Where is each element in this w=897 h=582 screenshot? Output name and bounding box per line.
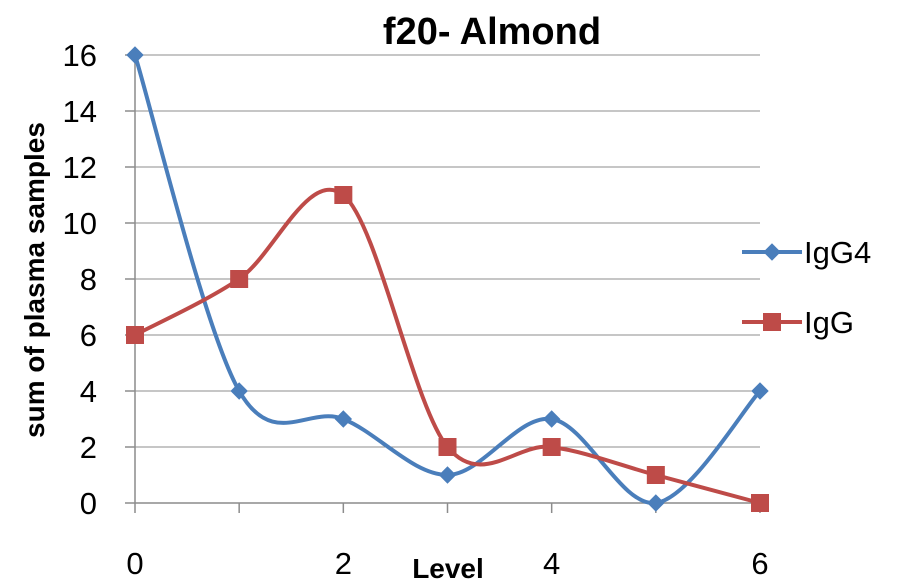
chart-title: f20- Almond: [383, 11, 601, 53]
legend-entry-igg: IgG: [742, 305, 854, 340]
data-point-igg4-6: [751, 382, 769, 400]
data-point-igg-6: [751, 494, 769, 512]
y-tick-label-6: 6: [80, 318, 97, 353]
y-tick-label-2: 2: [80, 430, 97, 465]
legend-marker-igg: [763, 313, 781, 331]
data-point-igg-4: [542, 438, 561, 456]
data-point-igg4-0: [126, 46, 144, 64]
y-tick-label-16: 16: [63, 38, 97, 73]
series-igg: [126, 186, 769, 512]
data-point-igg-1: [230, 270, 249, 288]
x-tick-label-0: 0: [126, 546, 143, 581]
y-tick-label-14: 14: [63, 94, 97, 129]
y-tick-label-12: 12: [63, 150, 97, 185]
tick-labels: 0 2 4 6 8 10 12 14 16 0 2 4 6: [63, 38, 769, 581]
data-point-igg-0: [126, 326, 144, 344]
legend-marker-igg4: [763, 243, 781, 261]
series-igg4: [126, 46, 769, 512]
data-point-igg4-1: [230, 382, 248, 400]
data-point-igg4-4: [542, 410, 561, 428]
y-tick-label-4: 4: [80, 374, 97, 409]
x-tick-label-4: 4: [543, 546, 560, 581]
gridlines: [135, 54, 760, 448]
x-axis-label: Level: [412, 553, 484, 582]
legend: IgG4 IgG: [742, 235, 871, 340]
x-tick-label-2: 2: [335, 546, 352, 581]
y-axis-label: sum of plasma samples: [19, 122, 50, 438]
data-point-igg4-2: [334, 410, 353, 428]
y-tick-label-0: 0: [80, 486, 97, 521]
data-point-igg4-3: [438, 466, 457, 484]
data-point-igg-5: [646, 466, 665, 484]
x-tick-label-6: 6: [751, 546, 768, 581]
series: [126, 46, 769, 512]
legend-label-igg: IgG: [804, 305, 854, 340]
data-point-igg-2: [334, 186, 353, 204]
legend-label-igg4: IgG4: [804, 235, 871, 270]
data-point-igg-3: [438, 438, 457, 456]
series-line-igg: [134, 187, 761, 505]
y-tick-label-8: 8: [80, 262, 97, 297]
data-point-igg4-5: [647, 494, 665, 512]
y-tick-label-10: 10: [63, 206, 97, 241]
legend-entry-igg4: IgG4: [742, 235, 871, 270]
